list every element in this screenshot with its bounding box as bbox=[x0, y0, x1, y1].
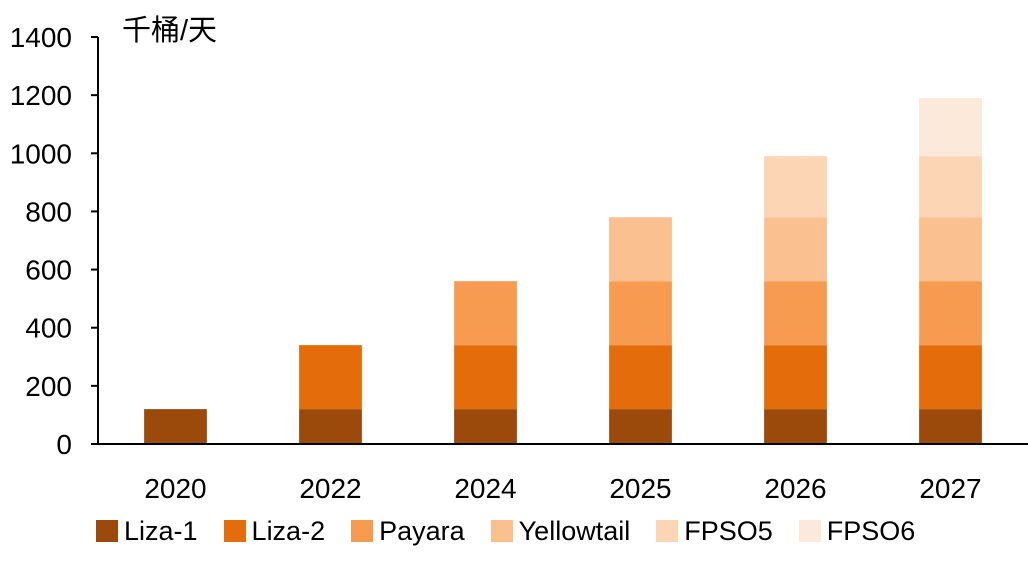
bar-segment-liza-2-2022 bbox=[299, 345, 362, 410]
bar-segment-fpso5-2027 bbox=[919, 156, 982, 218]
y-tick-label: 1200 bbox=[10, 80, 72, 111]
legend-item-fpso5: FPSO5 bbox=[656, 514, 773, 548]
legend-swatch bbox=[656, 520, 679, 542]
bar-segment-payara-2026 bbox=[764, 281, 827, 346]
legend-swatch bbox=[223, 520, 246, 542]
y-tick-label: 200 bbox=[25, 371, 72, 402]
bar-segment-liza-1-2020 bbox=[144, 409, 207, 444]
legend: Liza-1 Liza-2 Payara Yellowtail FPSO5 FPSO6 bbox=[96, 514, 941, 548]
bar-segment-liza-2-2024 bbox=[454, 345, 517, 410]
bar-segment-payara-2024 bbox=[454, 281, 517, 346]
y-tick-label: 1000 bbox=[10, 138, 72, 169]
legend-item-fpso6: FPSO6 bbox=[798, 514, 916, 548]
x-tick-label: 2027 bbox=[919, 473, 981, 504]
bar-segment-liza-1-2025 bbox=[609, 409, 672, 444]
x-tick-label: 2020 bbox=[144, 473, 206, 504]
legend-swatch bbox=[798, 520, 821, 542]
bar-segment-liza-1-2027 bbox=[919, 409, 982, 444]
bar-segment-liza-1-2022 bbox=[299, 409, 362, 444]
legend-swatch bbox=[490, 520, 513, 542]
x-tick-label: 2024 bbox=[454, 473, 516, 504]
y-axis: 0 200 400 600 800 1000 1200 1400 bbox=[10, 22, 99, 460]
legend-item-liza-2: Liza-2 bbox=[223, 514, 326, 548]
legend-item-yellowtail: Yellowtail bbox=[490, 514, 631, 548]
legend-label: Yellowtail bbox=[518, 516, 631, 546]
x-tick-label: 2025 bbox=[609, 473, 671, 504]
bar-segment-fpso6-2027 bbox=[919, 98, 982, 157]
x-axis: 2020 2022 2024 2025 2026 2027 bbox=[98, 443, 1028, 504]
y-tick-label: 600 bbox=[25, 255, 72, 286]
bars bbox=[144, 98, 982, 444]
bar-segment-liza-2-2026 bbox=[764, 345, 827, 410]
y-axis-unit-label: 千桶/天 bbox=[122, 14, 217, 47]
x-tick-label: 2026 bbox=[764, 473, 826, 504]
y-tick-label: 800 bbox=[25, 196, 72, 227]
y-tick-label: 1400 bbox=[10, 22, 72, 53]
y-tick-label: 0 bbox=[56, 429, 72, 460]
legend-label: FPSO5 bbox=[684, 516, 773, 546]
bar-segment-payara-2027 bbox=[919, 281, 982, 346]
legend-label: Liza-2 bbox=[251, 516, 326, 546]
legend-item-liza-1: Liza-1 bbox=[96, 514, 198, 548]
bar-segment-fpso5-2026 bbox=[764, 156, 827, 218]
legend-label: Liza-1 bbox=[124, 516, 198, 546]
bar-segment-liza-1-2024 bbox=[454, 409, 517, 444]
bar-segment-payara-2025 bbox=[609, 281, 672, 346]
bar-segment-liza-2-2027 bbox=[919, 345, 982, 410]
bar-segment-liza-1-2026 bbox=[764, 409, 827, 444]
x-tick-label: 2022 bbox=[299, 473, 361, 504]
legend-item-payara: Payara bbox=[351, 514, 465, 548]
bar-segment-yellowtail-2025 bbox=[609, 217, 672, 282]
bar-segment-liza-2-2025 bbox=[609, 345, 672, 410]
legend-swatch bbox=[351, 520, 374, 542]
bar-segment-yellowtail-2027 bbox=[919, 217, 982, 282]
y-tick-label: 400 bbox=[25, 313, 72, 344]
bar-segment-yellowtail-2026 bbox=[764, 217, 827, 282]
legend-label: Payara bbox=[379, 516, 465, 546]
legend-label: FPSO6 bbox=[826, 516, 916, 546]
legend-swatch bbox=[96, 520, 118, 542]
